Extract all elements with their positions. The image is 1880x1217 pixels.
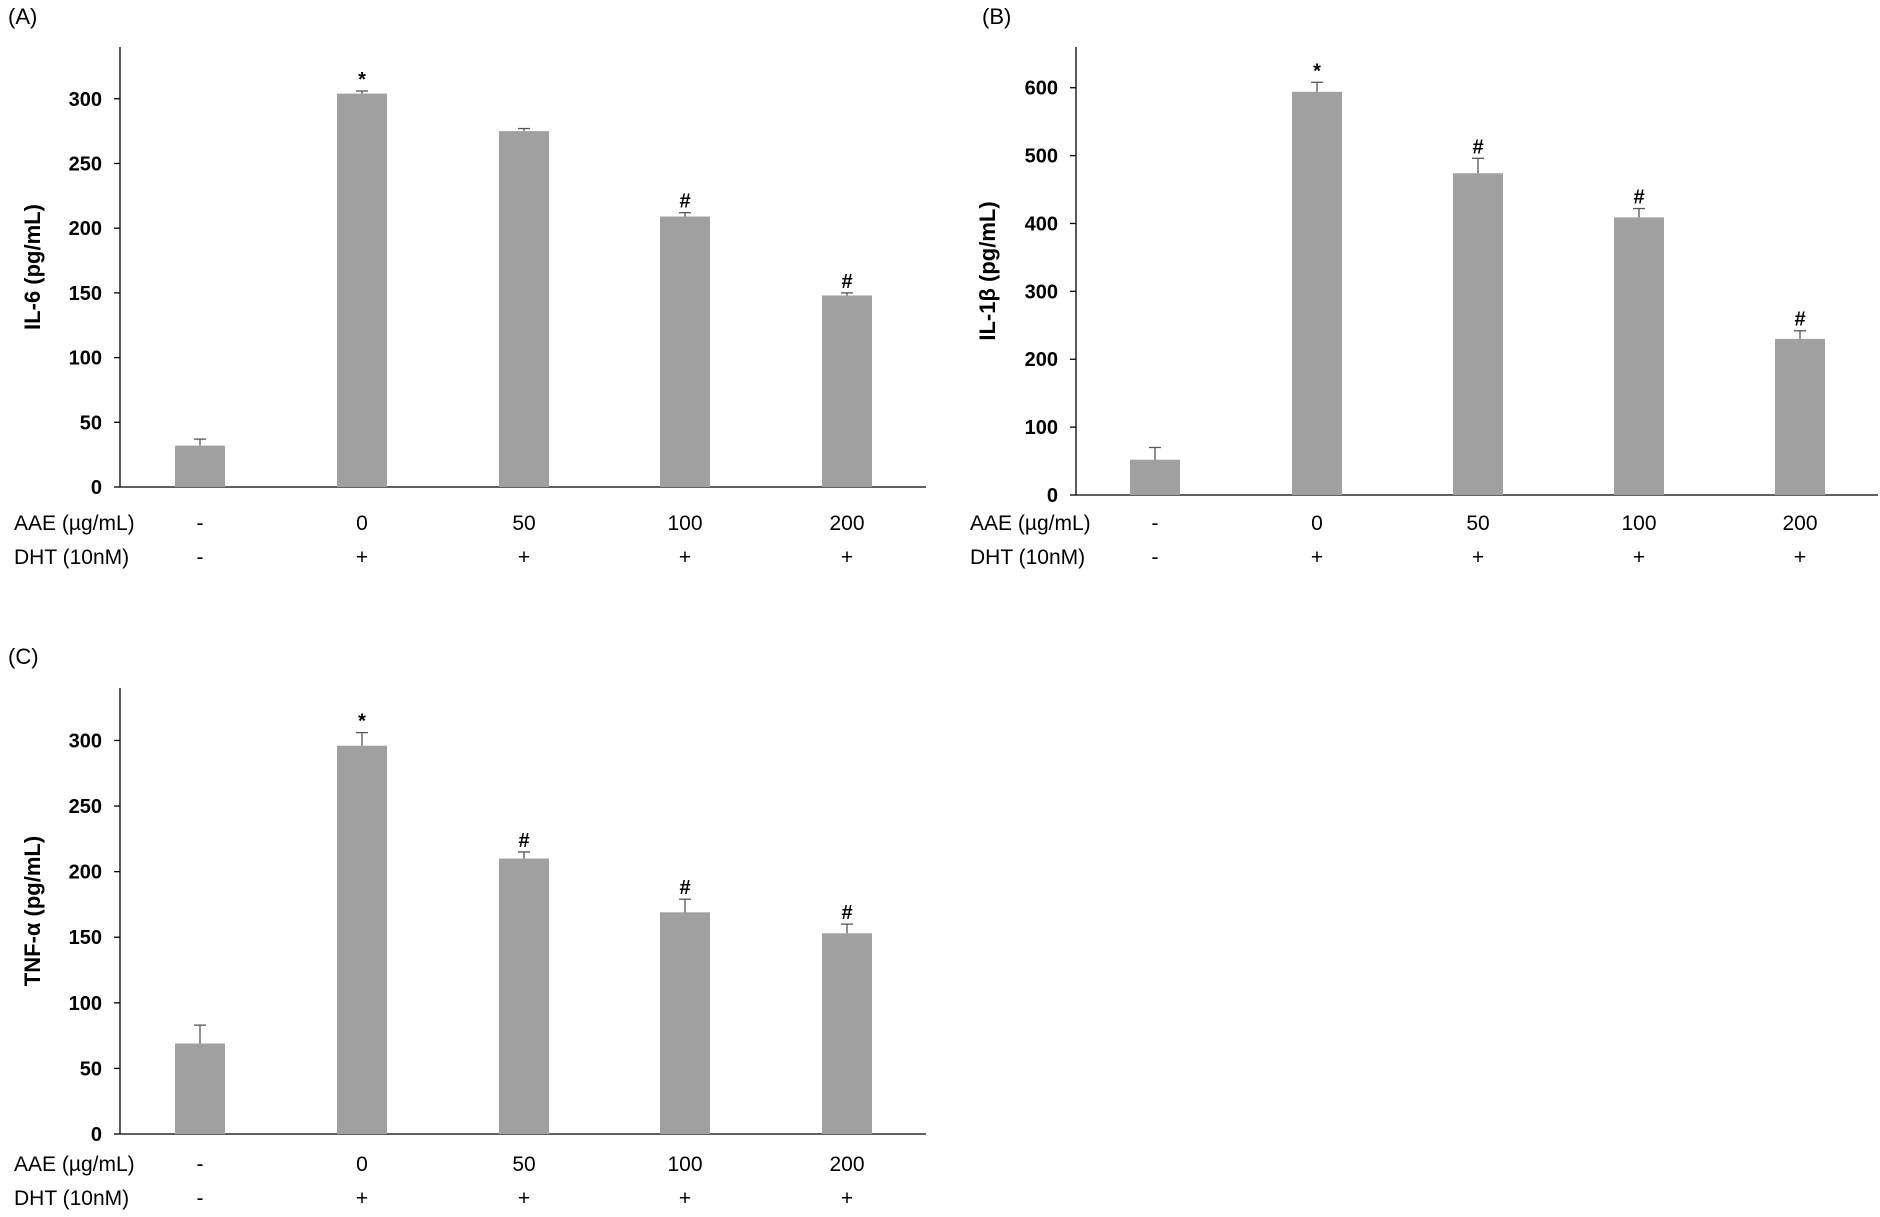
y-tick-label: 200 xyxy=(69,218,102,240)
y-tick-label: 0 xyxy=(91,477,102,499)
significance-mark: # xyxy=(1633,187,1644,209)
dht-condition-label: + xyxy=(841,546,853,569)
y-tick-label: 300 xyxy=(69,730,102,752)
y-axis-title: IL-6 (pg/mL) xyxy=(20,204,45,330)
dht-row-label: DHT (10nM) xyxy=(14,1187,129,1210)
chart-panel-3: (C) 0 50 100 150 200 250 300 TNF-α (pg/mL) - - * 0 + #… xyxy=(8,644,926,1210)
bar xyxy=(1614,217,1664,495)
panel-label: (C) xyxy=(8,644,39,669)
bar xyxy=(499,858,549,1134)
dht-condition-label: + xyxy=(1794,546,1806,569)
dht-condition-label: - xyxy=(1152,546,1159,569)
bar xyxy=(1130,459,1180,495)
dht-condition-label: - xyxy=(197,546,204,569)
significance-mark: # xyxy=(679,191,690,213)
y-tick-label: 250 xyxy=(69,796,102,818)
aae-row-label: AAE (µg/mL) xyxy=(14,1153,135,1176)
y-axis-title: TNF-α (pg/mL) xyxy=(20,836,45,986)
dht-row-label: DHT (10nM) xyxy=(14,546,129,569)
panel-label: (B) xyxy=(982,4,1011,29)
y-tick-label: 250 xyxy=(69,153,102,175)
dht-condition-label: + xyxy=(841,1187,853,1210)
y-tick-label: 500 xyxy=(1025,146,1058,168)
aae-condition-label: 100 xyxy=(667,1153,702,1176)
aae-condition-label: 200 xyxy=(829,1153,864,1176)
aae-row-label: AAE (µg/mL) xyxy=(14,512,135,535)
dht-condition-label: + xyxy=(518,1187,530,1210)
bar xyxy=(499,131,549,487)
dht-condition-label: + xyxy=(518,546,530,569)
y-tick-label: 400 xyxy=(1025,213,1058,235)
y-tick-label: 200 xyxy=(69,862,102,884)
bar xyxy=(660,216,710,487)
y-tick-label: 50 xyxy=(80,412,102,434)
y-tick-label: 100 xyxy=(1025,417,1058,439)
aae-condition-label: 0 xyxy=(356,1153,368,1176)
aae-condition-label: 100 xyxy=(667,512,702,535)
aae-condition-label: 200 xyxy=(1782,512,1817,535)
dht-row-label: DHT (10nM) xyxy=(970,546,1085,569)
dht-condition-label: + xyxy=(356,546,368,569)
bar xyxy=(337,745,387,1134)
bar xyxy=(1292,91,1342,496)
bar xyxy=(1453,173,1503,495)
significance-mark: # xyxy=(1472,136,1483,158)
significance-mark: # xyxy=(841,902,852,924)
bar xyxy=(1775,338,1825,495)
y-tick-label: 150 xyxy=(69,283,102,305)
y-tick-label: 100 xyxy=(69,348,102,370)
y-tick-label: 150 xyxy=(69,927,102,949)
y-tick-label: 600 xyxy=(1025,78,1058,100)
dht-condition-label: + xyxy=(1311,546,1323,569)
significance-mark: * xyxy=(358,711,366,733)
bar xyxy=(175,445,225,487)
y-tick-label: 0 xyxy=(1047,485,1058,507)
aae-condition-label: 50 xyxy=(512,512,535,535)
significance-mark: # xyxy=(518,830,529,852)
aae-condition-label: 50 xyxy=(512,1153,535,1176)
bar xyxy=(822,933,872,1134)
significance-mark: # xyxy=(679,877,690,899)
aae-condition-label: 50 xyxy=(1466,512,1489,535)
significance-mark: * xyxy=(1313,60,1321,82)
y-tick-label: 0 xyxy=(91,1124,102,1146)
y-axis-title: IL-1β (pg/mL) xyxy=(975,201,1000,340)
aae-condition-label: 0 xyxy=(356,512,368,535)
y-tick-label: 50 xyxy=(80,1058,102,1080)
dht-condition-label: + xyxy=(1472,546,1484,569)
significance-mark: # xyxy=(841,271,852,293)
dht-condition-label: - xyxy=(197,1187,204,1210)
y-tick-label: 300 xyxy=(69,89,102,111)
bar xyxy=(822,295,872,487)
bar xyxy=(337,93,387,488)
bar xyxy=(175,1043,225,1134)
y-tick-label: 200 xyxy=(1025,349,1058,371)
dht-condition-label: + xyxy=(679,546,691,569)
dht-condition-label: + xyxy=(1633,546,1645,569)
bar xyxy=(660,912,710,1134)
dht-condition-label: + xyxy=(356,1187,368,1210)
aae-condition-label: 0 xyxy=(1311,512,1323,535)
chart-panel-1: (A) 0 50 100 150 200 250 300 IL-6 (pg/mL) - - * 0 +50… xyxy=(8,4,926,569)
significance-mark: # xyxy=(1794,309,1805,331)
chart-panel-2: (B) 0 100 200 300 400 500 600 IL-1β (pg/mL) - - * 0 +… xyxy=(970,4,1878,569)
y-tick-label: 300 xyxy=(1025,281,1058,303)
panel-label: (A) xyxy=(8,4,37,29)
y-tick-label: 100 xyxy=(69,993,102,1015)
aae-condition-label: 100 xyxy=(1621,512,1656,535)
aae-condition-label: - xyxy=(1152,512,1159,535)
aae-condition-label: - xyxy=(197,1153,204,1176)
aae-row-label: AAE (µg/mL) xyxy=(970,512,1091,535)
aae-condition-label: 200 xyxy=(829,512,864,535)
dht-condition-label: + xyxy=(679,1187,691,1210)
significance-mark: * xyxy=(358,69,366,91)
aae-condition-label: - xyxy=(197,512,204,535)
